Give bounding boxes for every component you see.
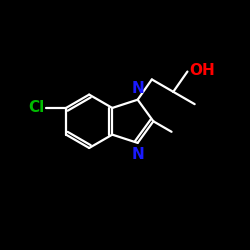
- Text: N: N: [131, 146, 144, 162]
- Text: N: N: [131, 81, 144, 96]
- Text: OH: OH: [190, 63, 215, 78]
- Text: Cl: Cl: [28, 100, 44, 116]
